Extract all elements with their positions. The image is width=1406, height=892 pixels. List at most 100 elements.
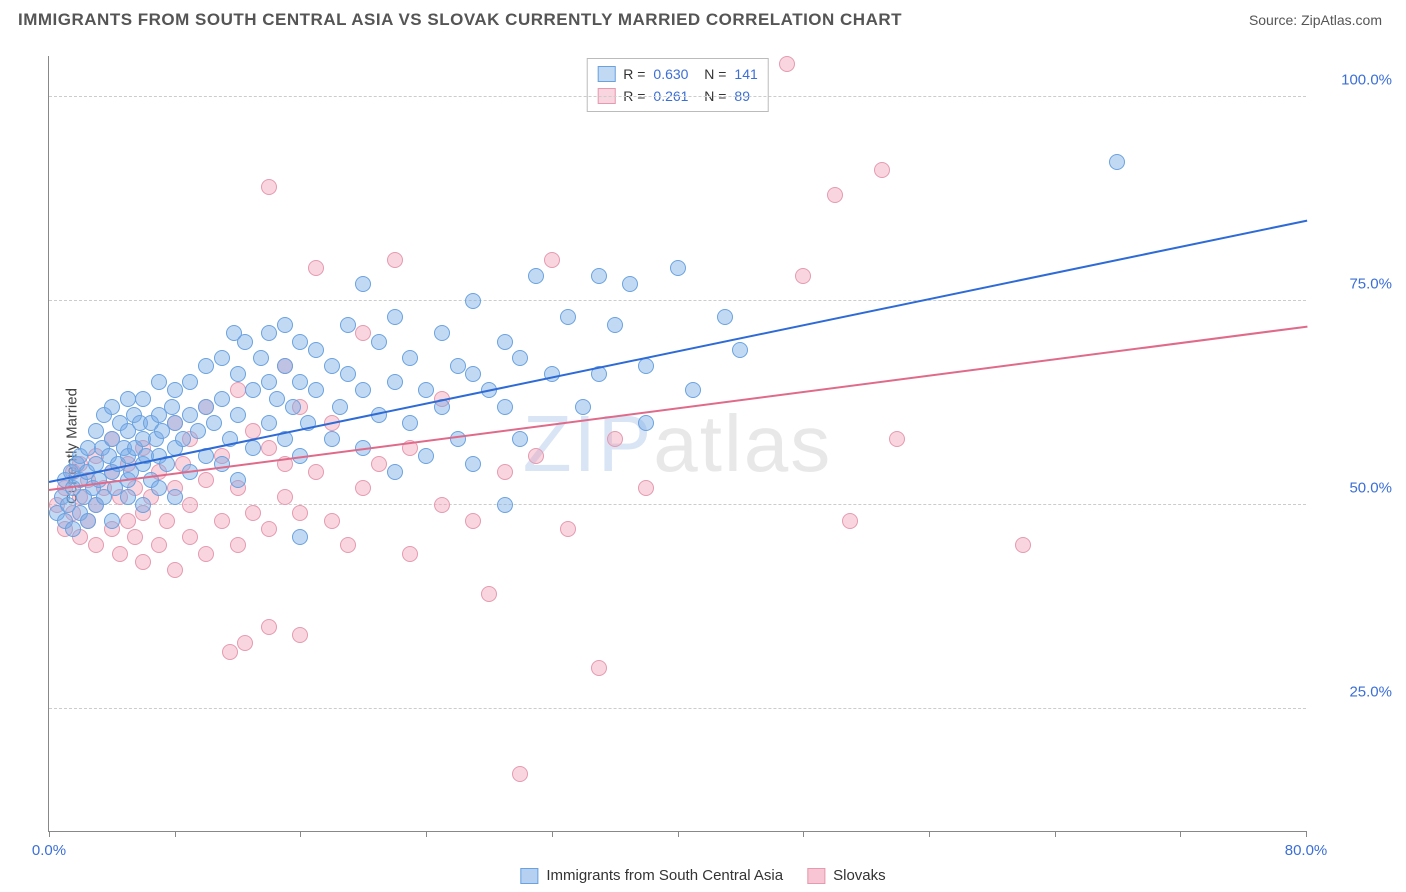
data-point [167, 415, 183, 431]
data-point [465, 456, 481, 472]
data-point [237, 635, 253, 651]
data-point [332, 399, 348, 415]
data-point [638, 358, 654, 374]
data-point [230, 366, 246, 382]
data-point [418, 382, 434, 398]
data-point [497, 464, 513, 480]
data-point [261, 440, 277, 456]
gridline [49, 504, 1306, 505]
legend-item-1: Slovaks [807, 867, 886, 884]
data-point [355, 480, 371, 496]
data-point [261, 521, 277, 537]
data-point [465, 366, 481, 382]
data-point [622, 276, 638, 292]
data-point [591, 268, 607, 284]
x-tick-label: 80.0% [1285, 842, 1328, 859]
data-point [340, 317, 356, 333]
legend-bottom-label-1: Slovaks [833, 867, 886, 884]
data-point [308, 342, 324, 358]
data-point [528, 268, 544, 284]
data-point [120, 391, 136, 407]
scatter-chart: ZIPatlas R = 0.630 N = 141 R = 0.261 N =… [48, 56, 1306, 832]
gridline [49, 708, 1306, 709]
data-point [230, 382, 246, 398]
data-point [544, 252, 560, 268]
data-point [261, 619, 277, 635]
data-point [355, 325, 371, 341]
data-point [261, 325, 277, 341]
x-tick-label: 0.0% [32, 842, 66, 859]
data-point [717, 309, 733, 325]
data-point [497, 399, 513, 415]
data-point [112, 546, 128, 562]
data-point [277, 317, 293, 333]
data-point [292, 627, 308, 643]
data-point [104, 513, 120, 529]
data-point [151, 480, 167, 496]
x-tick [300, 831, 301, 837]
data-point [575, 399, 591, 415]
data-point [261, 374, 277, 390]
data-point [206, 415, 222, 431]
legend-bottom-swatch-1 [807, 868, 825, 884]
data-point [512, 766, 528, 782]
data-point [198, 546, 214, 562]
data-point [214, 350, 230, 366]
legend-n-label-0: N = [696, 63, 726, 85]
legend-series: Immigrants from South Central Asia Slova… [520, 867, 885, 884]
data-point [512, 350, 528, 366]
data-point [355, 276, 371, 292]
data-point [277, 489, 293, 505]
data-point [371, 334, 387, 350]
data-point [450, 358, 466, 374]
data-point [889, 431, 905, 447]
data-point [402, 546, 418, 562]
data-point [308, 464, 324, 480]
data-point [214, 391, 230, 407]
watermark-atlas: atlas [653, 399, 832, 488]
data-point [1109, 154, 1125, 170]
data-point [88, 537, 104, 553]
data-point [104, 399, 120, 415]
data-point [261, 179, 277, 195]
data-point [230, 537, 246, 553]
data-point [120, 513, 136, 529]
data-point [497, 334, 513, 350]
data-point [214, 513, 230, 529]
data-point [182, 407, 198, 423]
data-point [198, 399, 214, 415]
data-point [528, 448, 544, 464]
data-point [292, 334, 308, 350]
data-point [591, 660, 607, 676]
data-point [198, 472, 214, 488]
y-tick-label: 50.0% [1349, 479, 1392, 496]
data-point [842, 513, 858, 529]
data-point [638, 480, 654, 496]
data-point [135, 391, 151, 407]
legend-n-value-0: 141 [734, 63, 757, 85]
data-point [253, 350, 269, 366]
data-point [269, 391, 285, 407]
data-point [285, 399, 301, 415]
data-point [387, 374, 403, 390]
data-point [182, 497, 198, 513]
y-tick-label: 25.0% [1349, 683, 1392, 700]
data-point [670, 260, 686, 276]
data-point [418, 448, 434, 464]
data-point [182, 374, 198, 390]
data-point [159, 513, 175, 529]
y-tick-label: 100.0% [1341, 71, 1392, 88]
data-point [127, 529, 143, 545]
data-point [175, 431, 191, 447]
data-point [340, 537, 356, 553]
data-point [371, 456, 387, 472]
data-point [732, 342, 748, 358]
legend-stats-row-0: R = 0.630 N = 141 [597, 63, 758, 85]
data-point [402, 415, 418, 431]
data-point [827, 187, 843, 203]
header: IMMIGRANTS FROM SOUTH CENTRAL ASIA VS SL… [0, 0, 1406, 36]
data-point [245, 440, 261, 456]
x-tick [175, 831, 176, 837]
legend-r-label-0: R = [623, 63, 645, 85]
data-point [164, 399, 180, 415]
